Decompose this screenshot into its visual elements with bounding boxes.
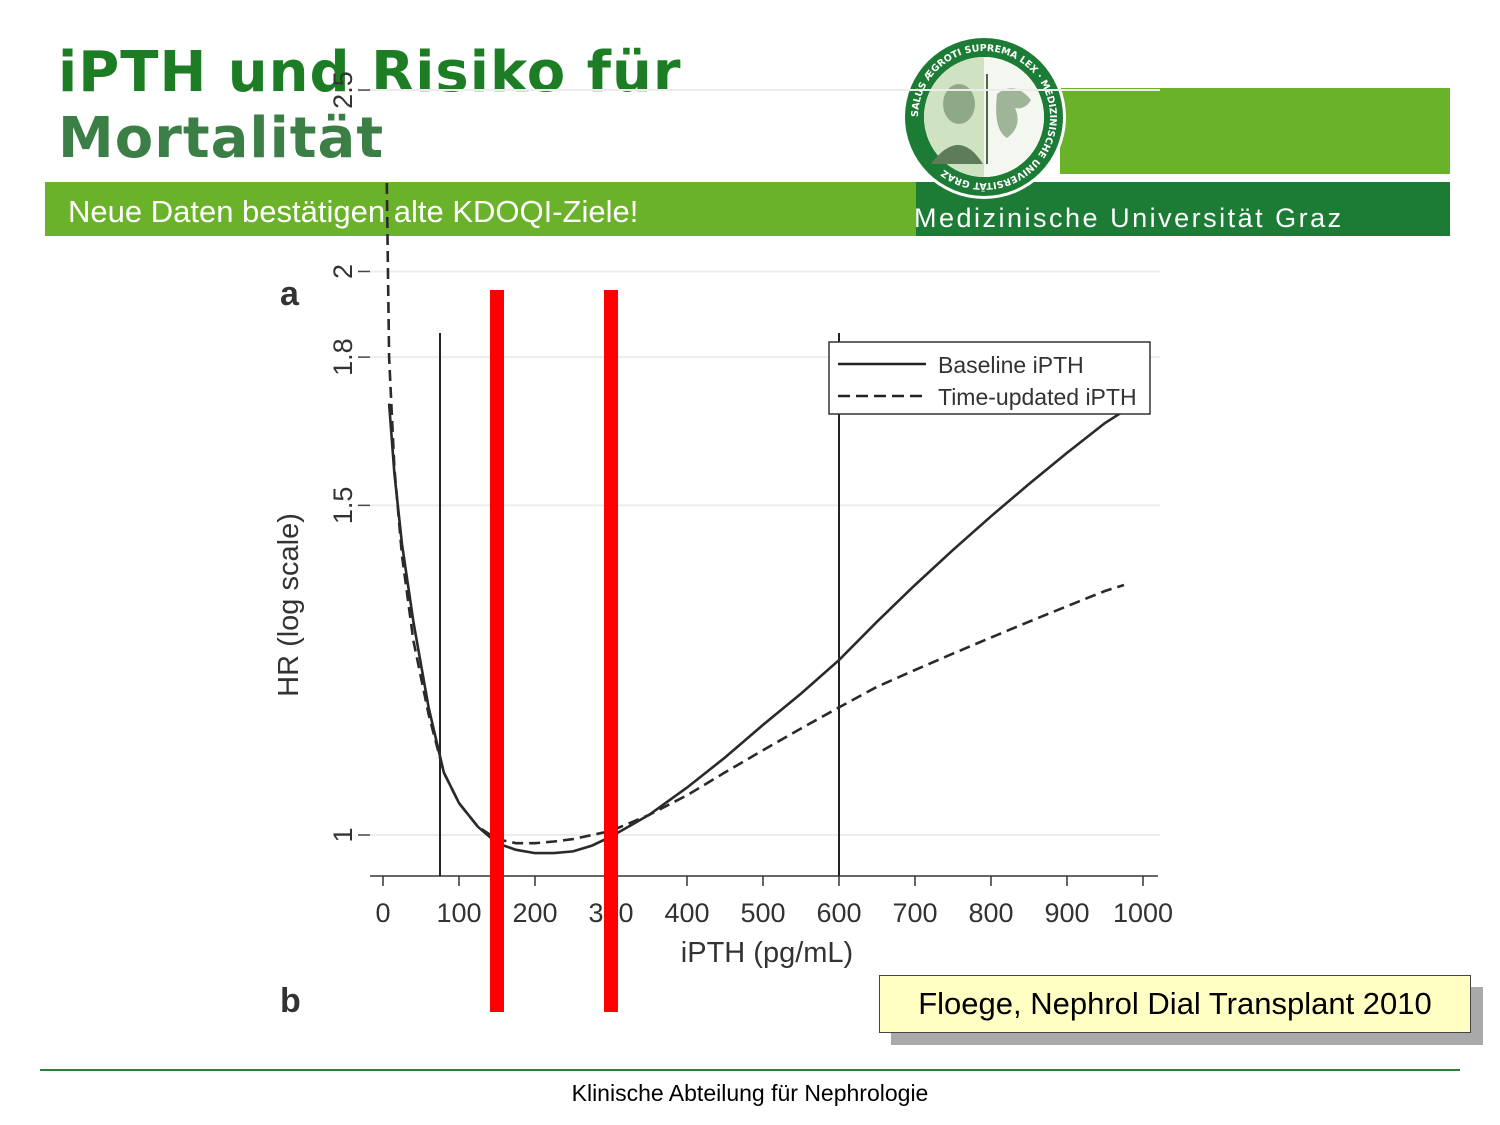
axes: 11.51.822.501002003004005006007008009001…: [328, 71, 1173, 928]
panel-label-a: a: [280, 275, 300, 313]
x-axis-label: iPTH (pg/mL): [681, 937, 853, 969]
x-tick-label-700: 700: [892, 898, 937, 928]
y-tick-label-1.8: 1.8: [328, 338, 358, 376]
y-axis-label: HR (log scale): [273, 513, 305, 697]
university-name: Medizinische Universität Graz: [914, 203, 1344, 233]
x-tick-label-100: 100: [436, 898, 481, 928]
x-tick-label-200: 200: [512, 898, 557, 928]
slide-title: iPTH und Risiko für Mortalität: [58, 40, 682, 172]
x-tick-label-800: 800: [968, 898, 1013, 928]
header-band-bottom: [45, 182, 1450, 236]
x-tick-label-1000: 1000: [1113, 898, 1173, 928]
panel-label-b: b: [280, 982, 301, 1020]
reference-lines: [439, 333, 840, 876]
footer-text: Klinische Abteilung für Nephrologie: [571, 1080, 929, 1106]
x-tick-label-400: 400: [664, 898, 709, 928]
x-tick-label-600: 600: [816, 898, 861, 928]
y-tick-label-2: 2: [328, 264, 358, 279]
y-tick-label-2.5: 2.5: [328, 71, 358, 109]
university-seal-icon: SALUS ÆGROTI SUPREMA LEX · MEDIZINISCHE …: [902, 35, 1066, 199]
x-tick-label-0: 0: [375, 898, 390, 928]
citation-box: Floege, Nephrol Dial Transplant 2010: [879, 975, 1471, 1033]
legend-box: [828, 341, 1151, 415]
header-band-top: [1060, 88, 1450, 174]
footer-divider: [40, 1069, 1460, 1071]
legend-label-baseline: Baseline iPTH: [938, 352, 1084, 378]
title-line-2: Mortalität: [58, 106, 385, 171]
highlight-bar-150: [490, 290, 504, 1012]
y-tick-label-1: 1: [328, 827, 358, 842]
x-tick-label-500: 500: [740, 898, 785, 928]
title-line-1: iPTH und Risiko für: [58, 40, 682, 105]
legend-label-time-updated: Time-updated iPTH: [938, 384, 1137, 410]
chart-legend: Baseline iPTH Time-updated iPTH: [828, 341, 1151, 415]
highlight-bar-300: [604, 290, 618, 1012]
x-tick-label-900: 900: [1044, 898, 1089, 928]
slide-subtitle: Neue Daten bestätigen alte KDOQI-Ziele!: [68, 194, 639, 229]
series-line-time-updated: [385, 182, 1125, 845]
y-tick-label-1.5: 1.5: [328, 487, 358, 525]
target-highlights: [490, 290, 618, 1012]
